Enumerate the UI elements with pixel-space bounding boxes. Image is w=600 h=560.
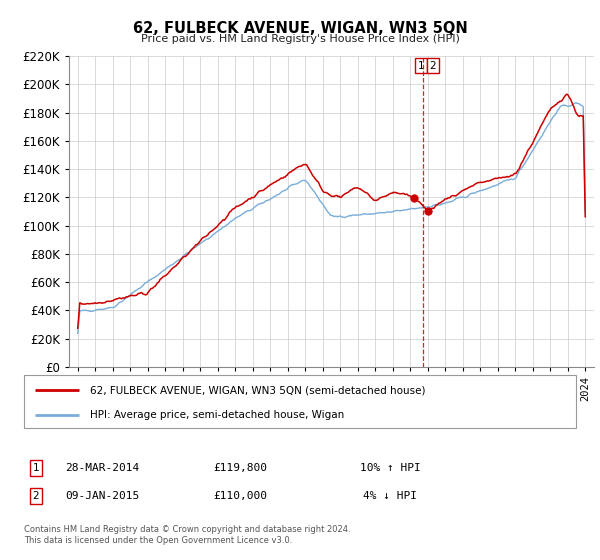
Text: £110,000: £110,000 (213, 491, 267, 501)
Text: 4% ↓ HPI: 4% ↓ HPI (363, 491, 417, 501)
Text: 62, FULBECK AVENUE, WIGAN, WN3 5QN (semi-detached house): 62, FULBECK AVENUE, WIGAN, WN3 5QN (semi… (90, 385, 426, 395)
Text: 2: 2 (32, 491, 40, 501)
Text: 1: 1 (32, 463, 40, 473)
Text: 09-JAN-2015: 09-JAN-2015 (65, 491, 139, 501)
Text: Contains HM Land Registry data © Crown copyright and database right 2024.: Contains HM Land Registry data © Crown c… (24, 525, 350, 534)
FancyBboxPatch shape (24, 375, 576, 428)
Text: 62, FULBECK AVENUE, WIGAN, WN3 5QN: 62, FULBECK AVENUE, WIGAN, WN3 5QN (133, 21, 467, 36)
Text: 28-MAR-2014: 28-MAR-2014 (65, 463, 139, 473)
Text: 1: 1 (418, 61, 425, 71)
Text: 2: 2 (430, 61, 436, 71)
Text: 10% ↑ HPI: 10% ↑ HPI (359, 463, 421, 473)
Text: £119,800: £119,800 (213, 463, 267, 473)
Text: Price paid vs. HM Land Registry's House Price Index (HPI): Price paid vs. HM Land Registry's House … (140, 34, 460, 44)
Text: HPI: Average price, semi-detached house, Wigan: HPI: Average price, semi-detached house,… (90, 410, 344, 420)
Text: This data is licensed under the Open Government Licence v3.0.: This data is licensed under the Open Gov… (24, 536, 292, 545)
